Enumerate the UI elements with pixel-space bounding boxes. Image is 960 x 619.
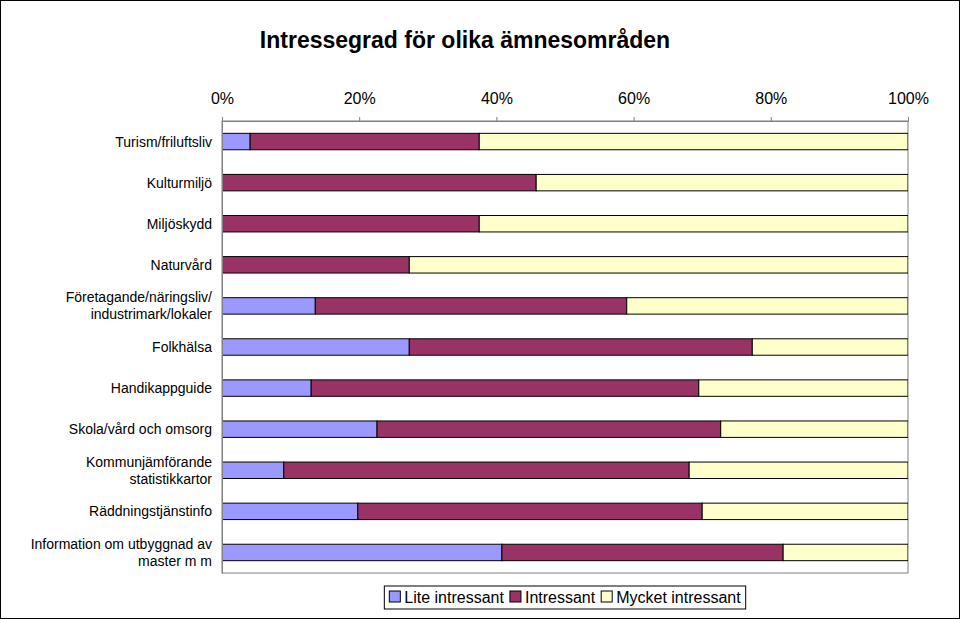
legend-swatch [389, 591, 400, 602]
tick: Miljöskydd [147, 216, 222, 232]
axis-line [222, 122, 223, 574]
tick-label: Kommunjämförandestatistikkartor [86, 454, 212, 487]
axis-line [223, 121, 909, 122]
tick: 0% [211, 90, 234, 121]
bar [222, 544, 502, 560]
tick: Kommunjämförandestatistikkartor [86, 454, 222, 487]
tick: 100% [888, 90, 929, 121]
bar [222, 216, 479, 232]
legend-box [384, 586, 745, 609]
bar [311, 380, 699, 396]
tick: Turism/friluftsliv [115, 134, 222, 150]
chart: Intressegrad för olika ämnesområden 0% 20%… [0, 0, 960, 619]
tick-mark [359, 117, 360, 121]
tick-label: Kulturmiljö [147, 175, 213, 191]
bar [479, 216, 908, 232]
tick: Skola/vård och omsorg [69, 421, 222, 437]
tick-mark [908, 117, 909, 121]
tick: Naturvård [151, 257, 222, 273]
tick: Kulturmiljö [147, 175, 222, 191]
legend-item: Intressant [510, 589, 596, 606]
bar [502, 544, 783, 560]
bar [222, 380, 311, 396]
tick-label: Information om utbyggnad avmaster m m [31, 536, 212, 569]
tick-label: 40% [481, 90, 513, 107]
bar [222, 257, 409, 273]
y-axis: Turism/friluftsliv Kulturmiljö Miljöskydd N… [31, 122, 223, 574]
tick-label: 100% [888, 90, 929, 107]
tick: Företagande/näringsliv/industrimark/loka… [66, 289, 222, 322]
series [409, 133, 908, 560]
bar [315, 298, 626, 314]
legend-item: Mycket intressant [601, 589, 741, 606]
bar [409, 257, 908, 273]
bar [627, 298, 908, 314]
bar [222, 298, 315, 314]
tick-label: 80% [755, 90, 787, 107]
bar [222, 133, 250, 149]
tick-label: Folkhälsa [152, 339, 212, 355]
bar [479, 133, 908, 149]
legend-item: Lite intressant [389, 589, 504, 606]
tick: Räddningstjänstinfo [89, 503, 222, 519]
tick: 40% [481, 90, 513, 121]
tick: Handikappguide [111, 380, 222, 396]
legend: Lite intressant Intressant Mycket intressa… [384, 586, 745, 609]
bar [250, 133, 479, 149]
tick: Folkhälsa [152, 339, 222, 355]
legend-label: Intressant [525, 589, 596, 606]
bar [222, 174, 536, 190]
tick-label: 20% [344, 90, 376, 107]
bar [222, 462, 284, 478]
tick-label: Handikappguide [111, 380, 212, 396]
tick-label: Företagande/näringsliv/industrimark/loka… [66, 289, 213, 322]
bar [284, 462, 689, 478]
legend-label: Lite intressant [404, 589, 504, 606]
legend-swatch [510, 591, 521, 602]
tick-label: Miljöskydd [147, 216, 212, 232]
bars [222, 133, 908, 560]
tick-label: 60% [618, 90, 650, 107]
title: Intressegrad för olika ämnesområden [260, 27, 670, 53]
tick: Information om utbyggnad avmaster m m [31, 536, 222, 569]
tick: 80% [755, 90, 787, 121]
legend-label: Mycket intressant [616, 589, 741, 606]
x-axis: 0% 20% 40% 60% 80% 100% [211, 90, 929, 122]
tick-label: Naturvård [151, 257, 212, 273]
bar [752, 339, 908, 355]
bar [222, 503, 358, 519]
tick-mark [222, 117, 223, 121]
bar [721, 421, 908, 437]
bar [536, 174, 908, 190]
series [222, 133, 783, 560]
bar [689, 462, 908, 478]
bar [409, 339, 752, 355]
tick: 20% [344, 90, 376, 121]
bar [377, 421, 721, 437]
tick-label: Turism/friluftsliv [115, 134, 212, 150]
bar [222, 339, 409, 355]
tick: 60% [618, 90, 650, 121]
tick-label: 0% [211, 90, 234, 107]
bar [702, 503, 908, 519]
legend-swatch [601, 591, 612, 602]
plot-area [222, 121, 908, 573]
bar [783, 544, 908, 560]
tick-mark [634, 117, 635, 121]
chart-border [1, 1, 960, 619]
bar [222, 421, 377, 437]
bar [699, 380, 908, 396]
tick-label: Räddningstjänstinfo [89, 503, 212, 519]
bar [358, 503, 702, 519]
tick-mark [771, 117, 772, 121]
tick-label: Skola/vård och omsorg [69, 421, 212, 437]
tick-mark [496, 117, 497, 121]
